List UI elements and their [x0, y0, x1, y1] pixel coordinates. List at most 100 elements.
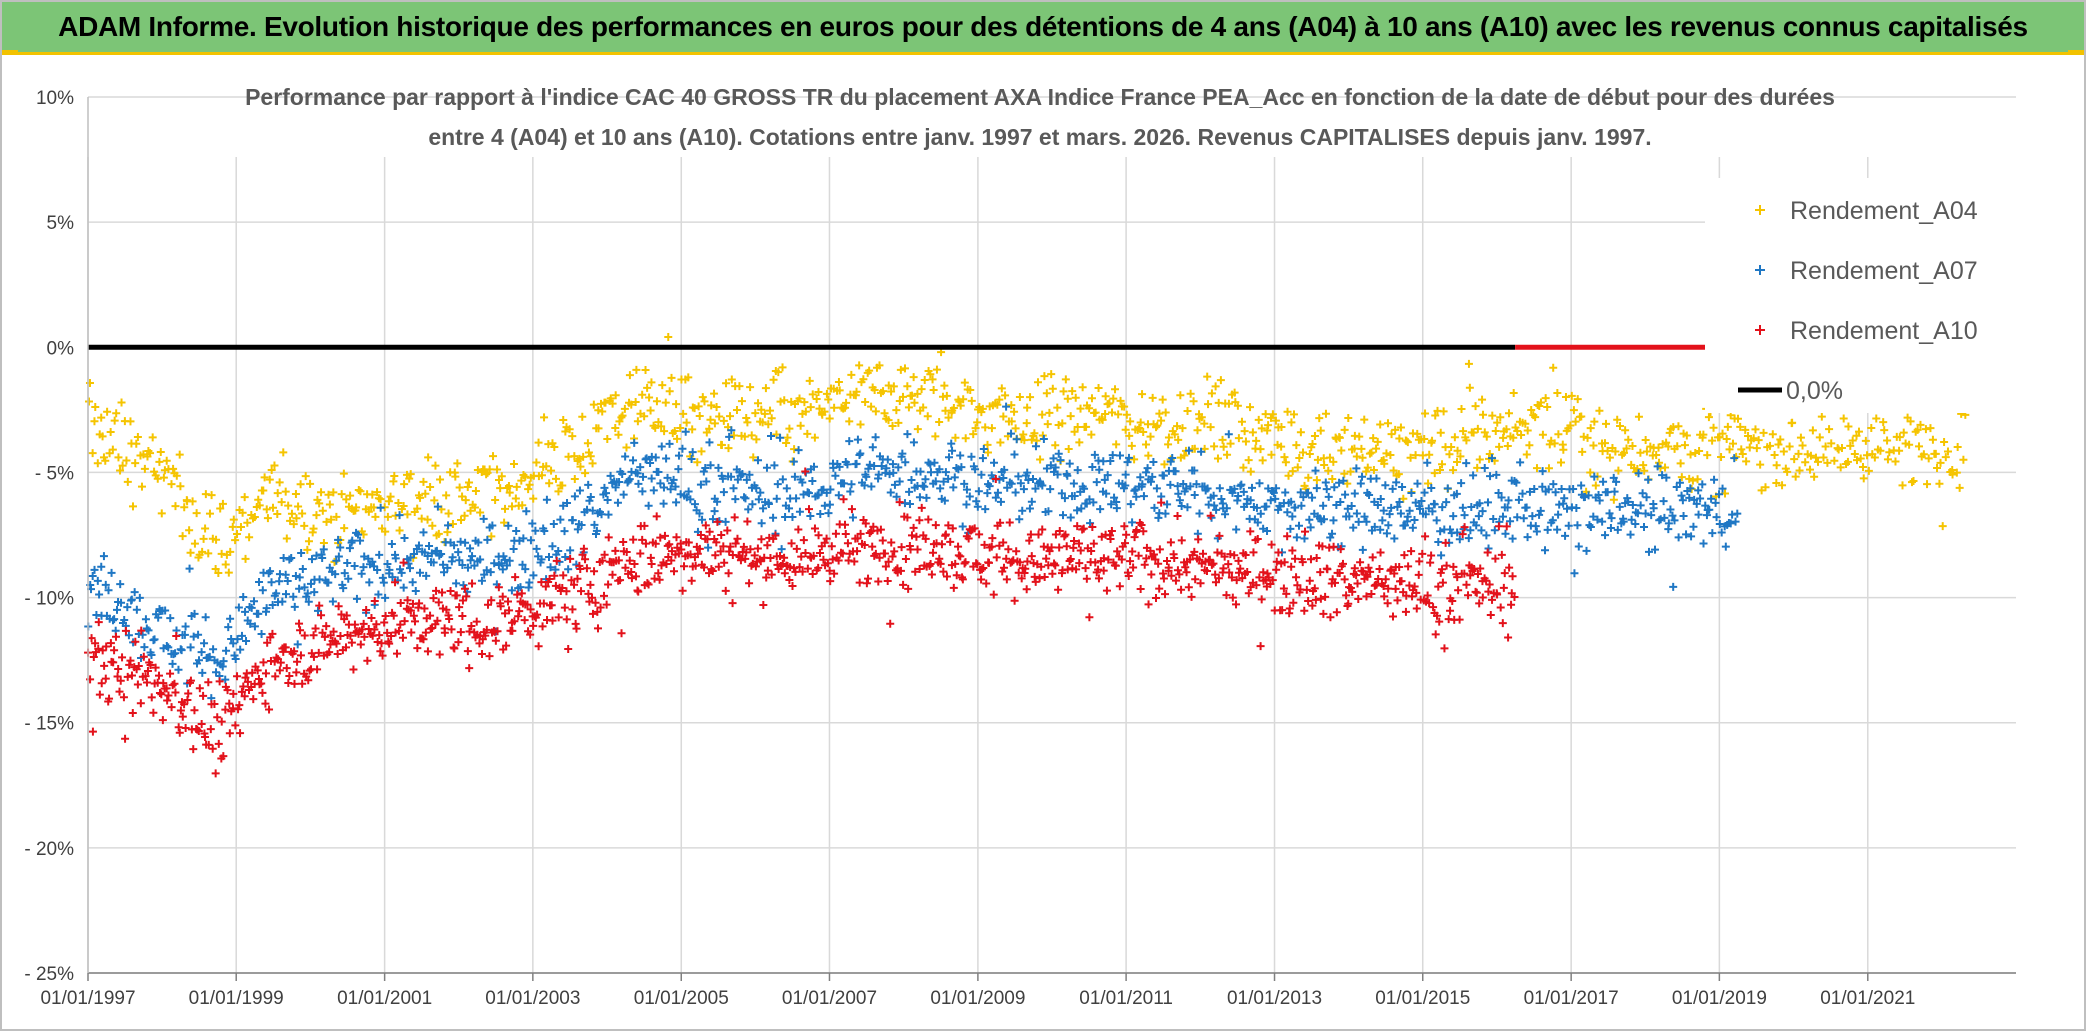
data-point: [452, 579, 461, 588]
data-point: [688, 448, 697, 457]
data-point: [962, 485, 971, 494]
data-point: [502, 561, 511, 570]
data-point: [1821, 442, 1830, 451]
data-point: [731, 495, 740, 504]
data-point: [271, 672, 280, 681]
data-point: [1485, 450, 1494, 459]
data-point: [1378, 516, 1387, 525]
x-tick-label: 01/01/2007: [782, 988, 877, 1009]
y-tick-label: 10%: [36, 88, 74, 109]
data-point: [1806, 451, 1815, 460]
data-point: [137, 482, 146, 491]
data-point: [865, 366, 874, 375]
data-point: [1155, 409, 1164, 418]
data-point: [1728, 439, 1737, 448]
data-point: [785, 424, 794, 433]
data-point: [1216, 376, 1225, 385]
data-point: [801, 407, 810, 416]
data-point: [1498, 512, 1507, 521]
data-point: [1292, 533, 1301, 542]
data-point: [517, 589, 526, 598]
data-point: [611, 483, 620, 492]
data-point: [1224, 430, 1233, 439]
data-point: [525, 480, 534, 489]
data-point: [984, 558, 993, 567]
data-point: [880, 409, 889, 418]
data-point: [396, 620, 405, 629]
data-point: [531, 526, 540, 535]
data-point: [442, 605, 451, 614]
data-point: [1931, 449, 1940, 458]
data-point: [1442, 561, 1451, 570]
data-point: [1440, 644, 1449, 653]
data-point: [1578, 447, 1587, 456]
data-point: [1402, 436, 1411, 445]
x-tick-label: 01/01/2021: [1820, 988, 1915, 1009]
data-point: [1694, 486, 1703, 495]
data-point: [1318, 542, 1327, 551]
data-point: [563, 499, 572, 508]
data-point: [1263, 527, 1272, 536]
data-point: [803, 564, 812, 573]
data-point: [1921, 425, 1930, 434]
data-point: [1280, 558, 1289, 567]
data-point: [877, 462, 886, 471]
data-point: [966, 386, 975, 395]
data-point: [822, 534, 831, 543]
data-point: [639, 472, 648, 481]
data-point: [1395, 563, 1404, 572]
data-point: [588, 506, 597, 515]
data-point: [413, 504, 422, 513]
data-point: [545, 479, 554, 488]
data-point: [786, 563, 795, 572]
data-point: [1038, 525, 1047, 534]
data-point: [659, 483, 668, 492]
data-point: [717, 530, 726, 539]
data-point: [314, 648, 323, 657]
data-point: [568, 432, 577, 441]
data-point: [824, 509, 833, 518]
data-point: [778, 363, 787, 372]
data-point: [1346, 467, 1355, 476]
data-point: [1379, 581, 1388, 590]
data-point: [606, 471, 615, 480]
data-point: [939, 567, 948, 576]
data-point: [680, 562, 689, 571]
data-point: [638, 535, 647, 544]
data-point: [1460, 523, 1469, 532]
data-point: [1064, 445, 1073, 454]
data-point: [1517, 430, 1526, 439]
data-point: [885, 470, 894, 479]
data-point: [785, 575, 794, 584]
data-point: [186, 676, 195, 685]
data-point: [1257, 595, 1266, 604]
data-point: [1127, 441, 1136, 450]
data-point: [1310, 432, 1319, 441]
data-point: [808, 569, 817, 578]
data-point: [641, 539, 650, 548]
data-point: [1335, 433, 1344, 442]
data-point: [159, 679, 168, 688]
data-point: [471, 487, 480, 496]
data-point: [719, 488, 728, 497]
data-point: [117, 398, 126, 407]
data-point: [1523, 533, 1532, 542]
data-point: [1678, 496, 1687, 505]
data-point: [1031, 442, 1040, 451]
data-point: [1466, 526, 1475, 535]
axes: 10%5%0%- 5%- 10%- 15%- 20%- 25%01/01/199…: [24, 88, 2016, 1009]
data-point: [1094, 384, 1103, 393]
data-point: [1438, 565, 1447, 574]
data-point: [977, 575, 986, 584]
data-point: [586, 493, 595, 501]
data-point: [1696, 494, 1705, 503]
data-point: [390, 472, 399, 481]
data-point: [1728, 510, 1737, 519]
data-point: [831, 471, 840, 480]
data-point: [762, 463, 771, 472]
data-point: [726, 412, 735, 421]
data-point: [740, 432, 749, 441]
data-point: [1408, 592, 1417, 601]
data-point: [1167, 571, 1176, 580]
data-point: [1321, 409, 1330, 418]
